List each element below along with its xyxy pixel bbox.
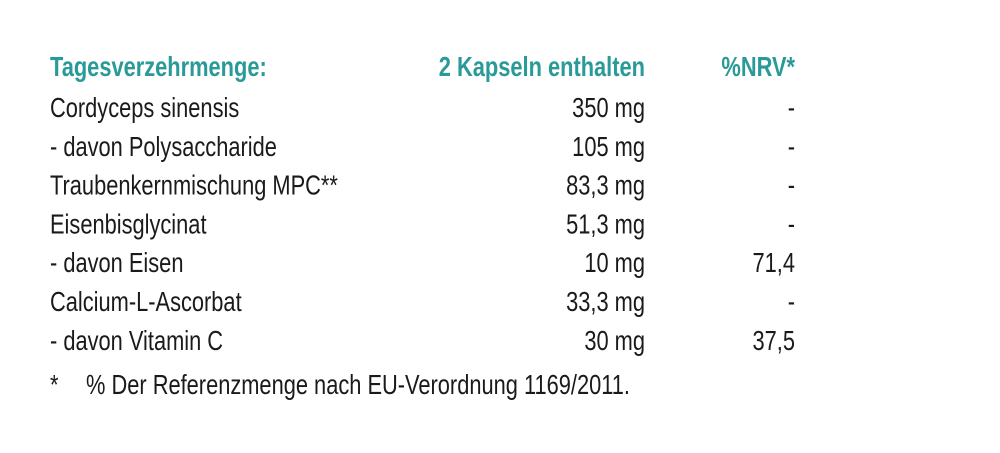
amount-cell: 10 mg [584,248,645,279]
amount-cell: 30 mg [584,325,645,356]
header-cell: %NRV* [721,51,795,82]
table-content: Tagesverzehrmenge: 2 Kapseln enthalten %NR… [50,51,795,400]
amount-cell: 83,3 mg [566,170,645,201]
footnote-text: % Der Referenzmenge nach EU-Verordnung 1… [86,369,630,400]
ingredient-cell: Cordyceps sinensis [50,92,239,123]
amount-cell: 51,3 mg [566,209,645,240]
nrv-cell: - [788,131,795,162]
header-cell: 2 Kapseln enthalten [439,51,645,82]
amount-cell: 33,3 mg [566,286,645,317]
nrv-cell: - [788,209,795,240]
amount-cell: 350 mg [572,92,645,123]
header-cell: Tagesverzehrmenge: [50,51,267,82]
ingredient-cell: Calcium-L-Ascorbat [50,286,242,317]
ingredient-cell: Eisenbisglycinat [50,209,207,240]
nrv-cell: - [788,286,795,317]
nrv-cell: 37,5 [753,325,795,356]
footnote-marker: * [50,369,59,400]
nrv-cell: - [788,170,795,201]
ingredient-cell: - davon Vitamin C [50,325,223,356]
amount-cell: 105 mg [572,131,645,162]
ingredient-cell: - davon Eisen [50,248,183,279]
ingredient-cell: - davon Polysaccharide [50,131,277,162]
nrv-cell: - [788,92,795,123]
ingredient-cell: Traubenkernmischung MPC** [50,170,338,201]
nrv-cell: 71,4 [753,248,796,279]
